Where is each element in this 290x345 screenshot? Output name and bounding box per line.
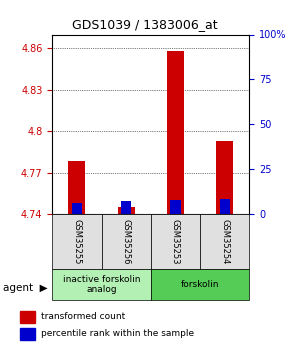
Text: GSM35255: GSM35255 bbox=[72, 219, 81, 264]
FancyBboxPatch shape bbox=[52, 269, 151, 300]
FancyBboxPatch shape bbox=[151, 269, 249, 300]
Text: GSM35256: GSM35256 bbox=[122, 219, 131, 264]
FancyBboxPatch shape bbox=[102, 214, 151, 269]
Bar bbox=[220, 199, 230, 214]
Bar bbox=[20, 310, 35, 323]
Text: GSM35254: GSM35254 bbox=[220, 219, 229, 264]
Text: GSM35253: GSM35253 bbox=[171, 219, 180, 264]
Text: GDS1039 / 1383006_at: GDS1039 / 1383006_at bbox=[72, 18, 218, 31]
Text: agent  ▶: agent ▶ bbox=[3, 283, 48, 293]
Bar bbox=[68, 161, 86, 214]
Bar bbox=[117, 207, 135, 214]
Text: inactive forskolin
analog: inactive forskolin analog bbox=[63, 275, 140, 294]
Bar bbox=[216, 141, 233, 214]
Text: percentile rank within the sample: percentile rank within the sample bbox=[41, 329, 194, 338]
Bar bbox=[121, 201, 131, 214]
Bar bbox=[20, 328, 35, 340]
Bar bbox=[167, 51, 184, 214]
FancyBboxPatch shape bbox=[52, 214, 102, 269]
Bar bbox=[170, 200, 181, 214]
FancyBboxPatch shape bbox=[151, 214, 200, 269]
Text: forskolin: forskolin bbox=[181, 280, 219, 289]
FancyBboxPatch shape bbox=[200, 214, 249, 269]
Text: transformed count: transformed count bbox=[41, 312, 125, 321]
Bar bbox=[72, 203, 82, 214]
